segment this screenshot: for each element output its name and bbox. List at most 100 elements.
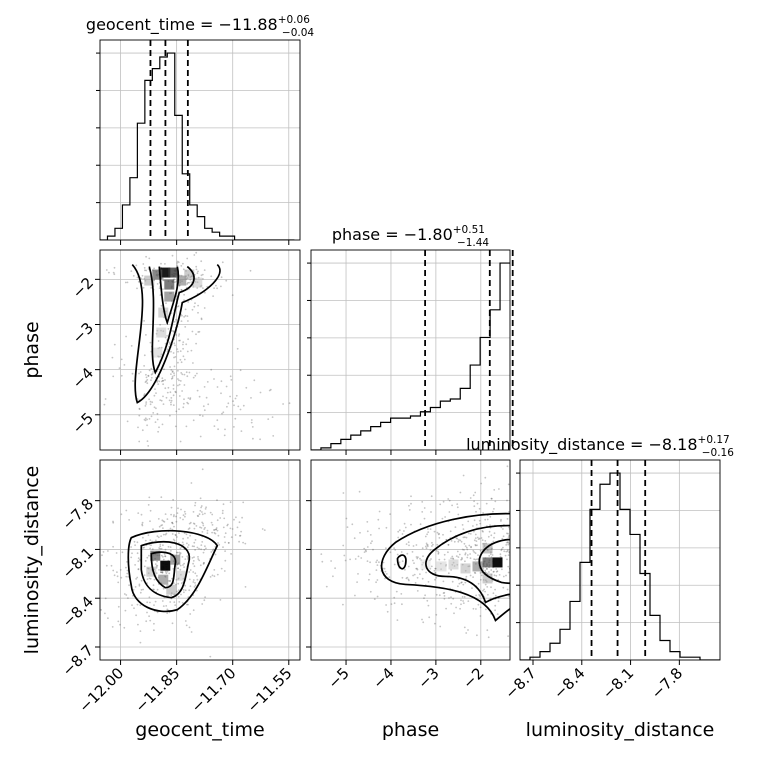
- sample-point: [512, 611, 514, 613]
- sample-point: [127, 576, 130, 578]
- sample-point: [474, 552, 477, 555]
- sample-point: [473, 558, 475, 560]
- sample-point: [162, 288, 164, 290]
- sample-point: [410, 495, 412, 498]
- sample-point: [375, 561, 378, 564]
- sample-point: [506, 550, 509, 553]
- sample-point: [162, 383, 165, 386]
- sample-point: [211, 513, 214, 516]
- sample-point: [524, 590, 526, 592]
- sample-point: [164, 548, 167, 551]
- sample-point: [365, 550, 367, 553]
- sample-point: [372, 548, 374, 551]
- panel-frame: [99, 39, 301, 241]
- sample-point: [199, 509, 202, 512]
- sample-point: [137, 568, 140, 571]
- sample-point: [172, 515, 175, 518]
- sample-point: [383, 567, 386, 570]
- sample-point: [172, 538, 175, 541]
- sample-point: [434, 578, 436, 581]
- sample-point: [150, 415, 153, 418]
- sample-point: [457, 585, 459, 588]
- sample-point: [410, 502, 412, 505]
- density-cell: [482, 543, 493, 554]
- sample-point: [139, 591, 142, 594]
- title-luminosity_distance: luminosity_distance = −8.18+0.17 −0.16: [466, 434, 734, 459]
- density-layer: [100, 468, 266, 658]
- sample-point: [190, 281, 193, 283]
- sample-point: [456, 503, 459, 505]
- sample-point: [437, 551, 440, 554]
- sample-point: [493, 532, 496, 535]
- sample-point: [160, 547, 163, 550]
- sample-point: [192, 571, 195, 573]
- sample-point: [196, 272, 199, 275]
- sample-point: [195, 333, 197, 336]
- sample-point: [158, 426, 160, 429]
- y-tick-label-phase: −3: [69, 319, 97, 347]
- sample-point: [149, 509, 152, 512]
- sample-point: [469, 574, 472, 577]
- sample-point: [144, 245, 146, 247]
- sample-point: [111, 626, 114, 628]
- sample-point: [185, 533, 188, 536]
- sample-point: [197, 270, 199, 273]
- sample-point: [143, 267, 146, 269]
- sample-point: [553, 533, 555, 535]
- sample-point: [143, 546, 146, 549]
- sample-point: [412, 574, 414, 577]
- sample-point: [222, 526, 225, 529]
- sample-point: [179, 440, 182, 443]
- sample-point: [481, 530, 484, 532]
- sample-point: [138, 583, 141, 586]
- sample-point: [220, 276, 223, 279]
- sample-point: [434, 567, 437, 570]
- sample-point: [261, 528, 264, 530]
- sample-point: [128, 519, 131, 521]
- title-minus: −0.16: [702, 447, 734, 459]
- sample-point: [177, 567, 180, 570]
- sample-point: [427, 531, 430, 533]
- sample-point: [451, 555, 454, 558]
- sample-point: [230, 553, 233, 555]
- density-cell: [164, 291, 175, 302]
- sample-point: [452, 597, 455, 600]
- sample-point: [401, 533, 404, 535]
- sample-point: [191, 308, 194, 311]
- sample-point: [211, 531, 214, 534]
- sample-point: [434, 567, 437, 570]
- sample-point: [157, 383, 160, 385]
- sample-point: [138, 407, 141, 410]
- sample-point: [191, 545, 194, 548]
- sample-point: [469, 553, 471, 555]
- sample-point: [160, 524, 163, 527]
- sample-point: [342, 544, 345, 547]
- sample-point: [473, 505, 476, 508]
- sample-point: [292, 506, 294, 508]
- sample-point: [171, 533, 174, 535]
- sample-point: [150, 379, 152, 382]
- sample-point: [178, 339, 181, 342]
- sample-point: [136, 541, 139, 544]
- sample-point: [157, 340, 160, 342]
- sample-point: [179, 553, 181, 556]
- density-cell: [158, 307, 169, 318]
- sample-point: [515, 518, 517, 520]
- sample-point: [148, 615, 151, 618]
- sample-point: [182, 355, 185, 358]
- sample-point: [244, 542, 247, 545]
- sample-point: [432, 543, 434, 546]
- sample-point: [484, 518, 487, 521]
- sample-point: [104, 612, 106, 615]
- sample-point: [514, 615, 516, 617]
- sample-point: [101, 554, 103, 557]
- sample-point: [460, 581, 463, 584]
- sample-point: [188, 589, 191, 592]
- sample-point: [465, 575, 468, 578]
- sample-point: [438, 532, 440, 535]
- sample-point: [144, 417, 147, 420]
- sample-point: [104, 597, 107, 600]
- sample-point: [152, 371, 155, 373]
- sample-point: [398, 529, 401, 532]
- sample-point: [450, 596, 452, 599]
